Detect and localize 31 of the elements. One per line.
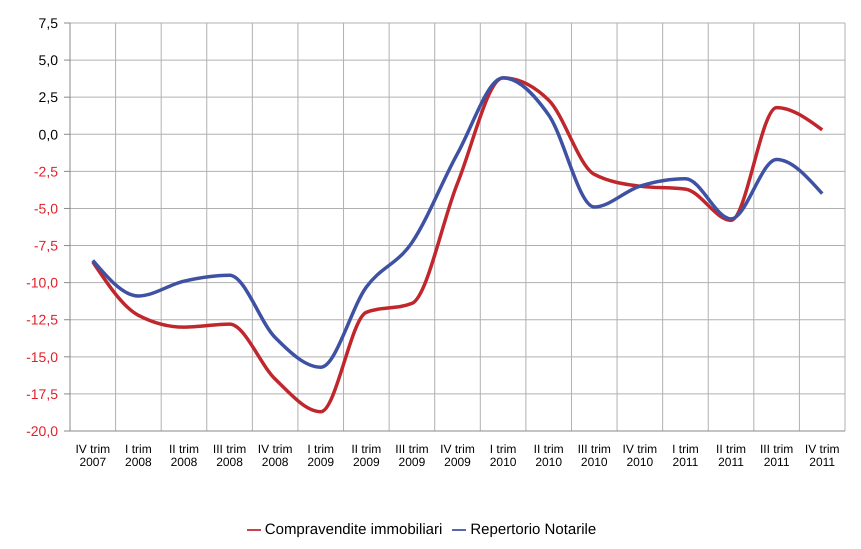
x-tick-label: III trim 2010 xyxy=(578,442,611,469)
y-tick-label: -15,0 xyxy=(26,348,58,365)
x-tick-label: I trim 2010 xyxy=(490,442,517,469)
y-tick-label: -7,5 xyxy=(34,238,58,254)
y-tick-label: 7,5 xyxy=(38,15,58,31)
x-tick-label: I trim 2009 xyxy=(307,442,334,469)
y-tick-label: -20,0 xyxy=(26,423,58,439)
y-tick-label: 2,5 xyxy=(38,89,58,106)
y-tick-label: -17,5 xyxy=(26,386,58,402)
x-tick-label: III trim 2009 xyxy=(395,442,429,469)
x-tick-label: IV trim 2010 xyxy=(622,442,658,469)
y-tick-label: -10,0 xyxy=(26,274,58,291)
x-tick-label: III trim 2011 xyxy=(760,442,794,469)
x-tick-label: II trim 2009 xyxy=(351,442,382,469)
y-tick-label: -5,0 xyxy=(34,200,58,216)
x-tick-label: II trim 2010 xyxy=(534,442,564,469)
x-tick-label: III trim 2008 xyxy=(212,442,246,469)
x-tick-label: IV trim 2009 xyxy=(440,442,475,469)
x-tick-label: II trim 2011 xyxy=(716,442,746,469)
y-tick-label: -2,5 xyxy=(34,163,58,180)
y-tick-label: -12,5 xyxy=(26,312,58,328)
y-tick-label: 0,0 xyxy=(38,126,58,142)
x-tick-label: I trim 2008 xyxy=(125,442,152,469)
x-tick-label: II trim 2008 xyxy=(168,442,199,469)
x-tick-label: I trim 2011 xyxy=(672,442,699,469)
x-tick-label: IV trim 2008 xyxy=(258,442,292,469)
y-tick-label: 5,0 xyxy=(38,52,58,68)
x-tick-label: IV trim 2007 xyxy=(75,442,110,469)
legend-label: Compravendite immobiliari xyxy=(264,521,442,538)
legend-label: Repertorio Notarile xyxy=(470,521,596,538)
x-tick-label: IV trim 2011 xyxy=(804,442,840,469)
